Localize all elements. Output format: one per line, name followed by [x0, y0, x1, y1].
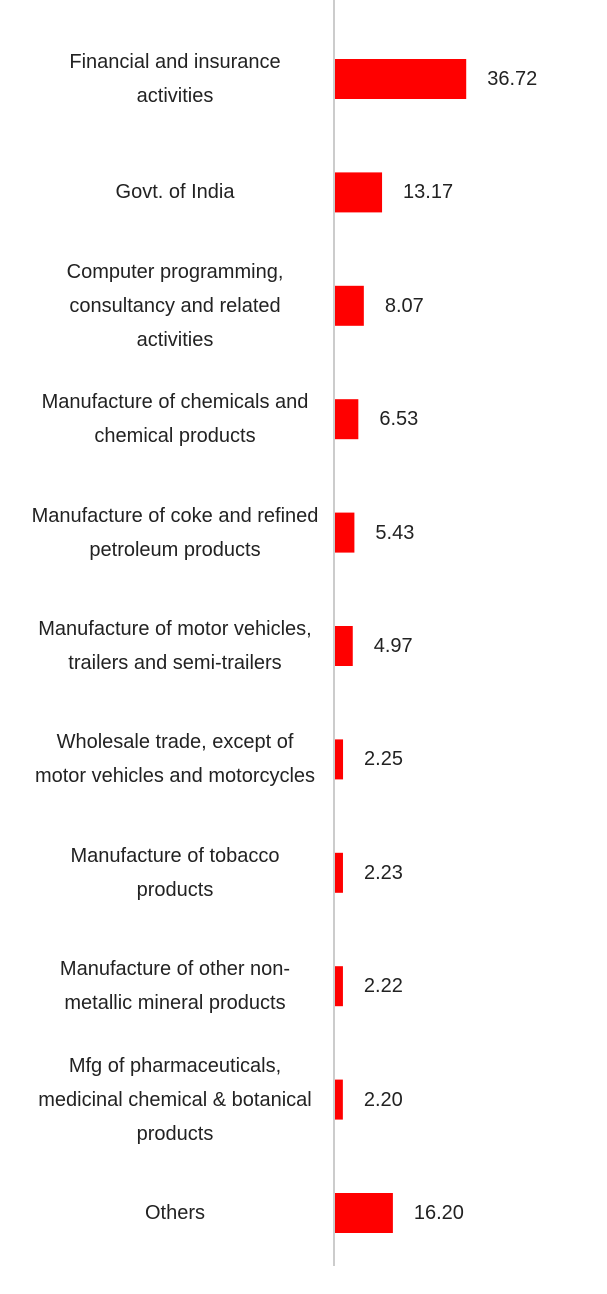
category-label: Financial and insurance activities	[69, 51, 281, 107]
bar	[335, 966, 343, 1007]
bar	[335, 59, 467, 99]
category-label: Manufacture of coke and refined petroleu…	[31, 504, 319, 561]
bar	[335, 626, 353, 666]
value-label: 2.25	[364, 748, 403, 771]
category-label: Others	[144, 1202, 206, 1224]
category-label: Govt. of India	[115, 181, 235, 204]
value-label: 36.72	[487, 68, 538, 90]
bar	[335, 399, 359, 440]
bar	[335, 512, 355, 553]
value-label: 2.22	[363, 975, 403, 998]
value-label: 6.53	[379, 408, 419, 431]
bar	[335, 739, 344, 780]
value-label: 4.97	[373, 635, 413, 657]
value-label: 8.07	[384, 294, 424, 317]
bar	[335, 852, 343, 893]
value-label: 2.23	[363, 861, 403, 884]
bar	[335, 285, 364, 326]
category-label: Manufacture of motor vehicles, trailers …	[38, 618, 312, 674]
category-label: Manufacture of other non-metallic minera…	[59, 958, 291, 1015]
category-label: Wholesale trade, except of motor vehicle…	[34, 731, 316, 788]
value-label: 13.17	[403, 181, 454, 204]
category-label: Mfg of pharmaceuticals, medicinal chemic…	[38, 1054, 312, 1145]
category-label: Manufacture of tobacco products	[70, 844, 280, 901]
value-label: 2.20	[363, 1088, 403, 1111]
category-label: Manufacture of chemicals and chemical pr…	[41, 391, 309, 448]
value-label: 16.20	[413, 1202, 464, 1224]
value-label: 5.43	[375, 521, 415, 544]
bar	[335, 172, 383, 213]
category-label: Computer programming, consultancy and re…	[66, 260, 284, 351]
bar	[335, 1079, 343, 1120]
bar	[335, 1193, 393, 1233]
